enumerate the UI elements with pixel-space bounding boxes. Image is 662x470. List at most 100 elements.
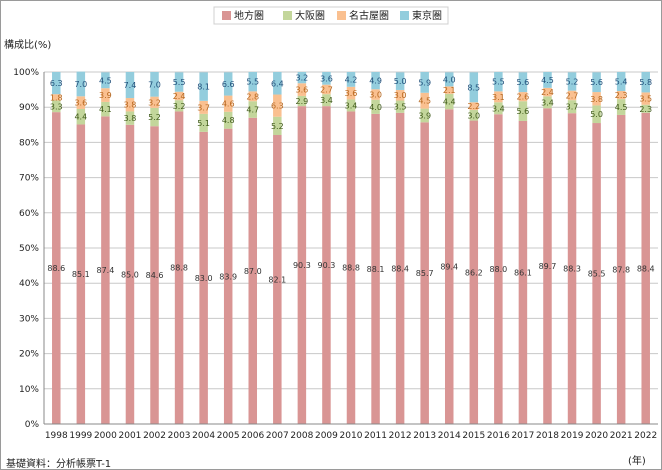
bar-segment bbox=[150, 107, 159, 127]
data-label: 4.0 bbox=[369, 103, 382, 112]
x-tick-label: 2018 bbox=[536, 431, 559, 441]
bar-segment bbox=[199, 72, 208, 101]
bar-segment bbox=[125, 72, 135, 99]
bar-segment bbox=[297, 106, 307, 425]
data-label: 2.4 bbox=[541, 88, 554, 97]
x-tick-label: 2015 bbox=[462, 431, 485, 441]
bar-segment bbox=[494, 102, 503, 115]
data-label: 5.6 bbox=[517, 78, 530, 87]
data-label: 4.5 bbox=[615, 103, 628, 112]
data-label: 7.0 bbox=[148, 80, 161, 89]
x-tick-labels: 1998 1999 2000 2001 2002 2003 2004 2005 2006 2007… bbox=[45, 431, 657, 441]
data-label: 3.0 bbox=[369, 91, 382, 100]
x-tick-label: 2010 bbox=[340, 431, 363, 441]
x-tick-label: 2016 bbox=[487, 431, 510, 441]
x-tick-label: 2013 bbox=[413, 431, 436, 441]
data-label: 5.5 bbox=[246, 78, 259, 87]
data-label: 3.9 bbox=[99, 91, 112, 100]
data-label: 85.7 bbox=[416, 269, 434, 278]
y-tick-label: 100% bbox=[13, 68, 39, 78]
data-label: 3.2 bbox=[296, 74, 309, 83]
bar-segment bbox=[567, 90, 577, 101]
data-label: 3.7 bbox=[566, 103, 579, 112]
data-label: 3.6 bbox=[74, 99, 87, 108]
bar-segment bbox=[469, 102, 479, 111]
bar-segment bbox=[543, 108, 552, 425]
bar-segment bbox=[223, 128, 233, 424]
bar-segment bbox=[395, 100, 405, 113]
data-label: 3.8 bbox=[124, 114, 137, 123]
data-label: 87.8 bbox=[612, 265, 630, 274]
legend-label: 大阪圏 bbox=[295, 9, 325, 22]
bar-segment bbox=[518, 120, 528, 424]
legend-label: 東京圏 bbox=[412, 9, 442, 22]
bar-segment bbox=[322, 84, 331, 95]
bar-segment bbox=[125, 98, 135, 112]
data-label: 88.6 bbox=[47, 264, 65, 273]
bar-segment bbox=[469, 120, 479, 425]
data-label: 2.7 bbox=[566, 91, 579, 100]
x-tick-label: 2006 bbox=[241, 431, 264, 441]
bar-segment bbox=[567, 113, 577, 425]
bar-segment bbox=[616, 114, 626, 424]
y-tick-label: 40% bbox=[19, 279, 39, 289]
data-label: 83.0 bbox=[195, 274, 213, 283]
data-label: 2.7 bbox=[320, 85, 333, 94]
data-label: 8.5 bbox=[467, 83, 480, 92]
data-label: 2.1 bbox=[443, 86, 456, 95]
data-label: 88.8 bbox=[342, 264, 360, 273]
data-label: 5.1 bbox=[197, 119, 210, 128]
x-tick-label: 2000 bbox=[94, 431, 117, 441]
bar-segment bbox=[444, 109, 454, 424]
data-label: 3.0 bbox=[467, 111, 480, 120]
legend-swatch bbox=[400, 11, 409, 20]
data-label: 3.8 bbox=[590, 95, 603, 104]
x-tick-label: 2001 bbox=[119, 431, 142, 441]
bar-segment bbox=[52, 72, 61, 95]
data-label: 2.4 bbox=[173, 92, 186, 101]
bar-segment bbox=[420, 72, 429, 93]
data-label: 86.2 bbox=[465, 268, 483, 277]
data-label: 5.5 bbox=[173, 78, 186, 87]
data-label: 5.2 bbox=[566, 78, 579, 87]
bar-segment bbox=[223, 95, 233, 112]
data-label: 2.3 bbox=[615, 91, 628, 100]
data-label: 5.4 bbox=[615, 78, 628, 87]
bar-segment bbox=[346, 72, 356, 87]
bar-segment bbox=[395, 112, 405, 424]
bar-segment bbox=[322, 106, 331, 425]
bar-segment bbox=[371, 72, 380, 90]
bar-segment bbox=[371, 89, 380, 100]
legend-label: 地方圏 bbox=[234, 9, 264, 22]
y-tick-label: 20% bbox=[19, 350, 39, 360]
data-label: 5.0 bbox=[590, 110, 603, 119]
bar-segment bbox=[248, 72, 258, 92]
x-tick-label: 2003 bbox=[168, 431, 191, 441]
bar-segment bbox=[150, 126, 159, 424]
y-tick-label: 30% bbox=[19, 314, 39, 324]
bar-segment bbox=[76, 108, 86, 125]
x-tick-label: 2017 bbox=[511, 431, 534, 441]
legend: 地方圏 大阪圏 名古屋圏 東京圏 bbox=[213, 6, 449, 25]
bar-segment bbox=[616, 72, 626, 92]
data-label: 2.6 bbox=[517, 93, 530, 102]
bar-segment bbox=[641, 72, 650, 93]
data-label: 90.3 bbox=[293, 261, 311, 270]
bar-segment bbox=[174, 100, 184, 112]
y-tick-label: 70% bbox=[19, 174, 39, 184]
legend-swatch bbox=[337, 11, 346, 20]
bar-segment bbox=[592, 92, 601, 106]
data-label: 6.6 bbox=[222, 80, 235, 89]
source-note: 基礎資料：分析帳票T-1 bbox=[6, 459, 112, 470]
x-tick-label: 2005 bbox=[217, 431, 240, 441]
data-label: 5.9 bbox=[418, 78, 431, 87]
data-label: 8.1 bbox=[197, 83, 210, 92]
x-tick-label: 2004 bbox=[192, 431, 215, 441]
data-label: 5.2 bbox=[271, 122, 284, 131]
bar-segment bbox=[518, 92, 528, 102]
y-tick-label: 50% bbox=[19, 244, 39, 254]
data-label: 3.6 bbox=[345, 89, 358, 98]
axes bbox=[43, 72, 658, 425]
bar-segment bbox=[371, 113, 380, 424]
data-label: 5.2 bbox=[148, 113, 161, 122]
